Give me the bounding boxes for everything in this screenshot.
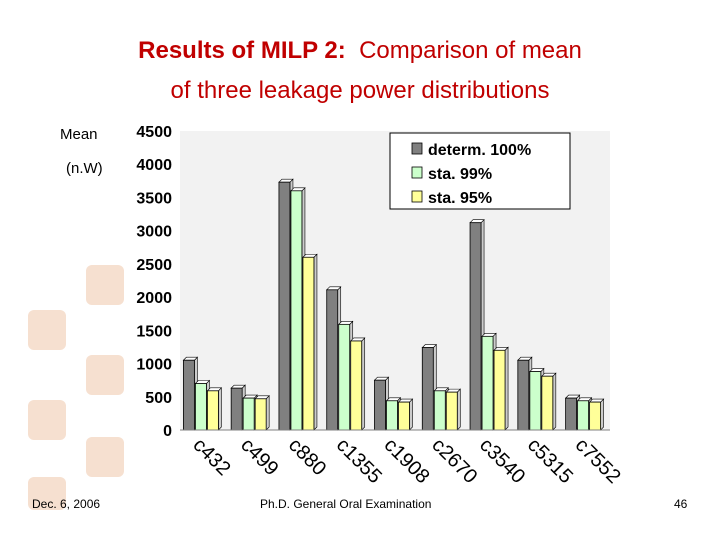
bar-side: [313, 253, 318, 431]
legend-swatch: [411, 166, 423, 179]
bar-front: [194, 383, 207, 431]
bar-front: [326, 289, 339, 431]
bar-front: [386, 400, 398, 431]
bar-front: [206, 390, 219, 431]
bar-side: [218, 387, 222, 431]
bar-front: [350, 340, 363, 431]
bar-side: [265, 395, 270, 431]
bar-side: [456, 388, 461, 431]
bar-c499-sta: [254, 395, 270, 431]
bar-front: [254, 398, 267, 431]
x-tick-label: c499: [236, 434, 282, 480]
x-tick-label: c5315: [523, 434, 577, 488]
title-bold-part: Results of MILP 2:: [138, 37, 346, 64]
legend-entry-label: sta. 99%: [428, 166, 492, 183]
y-tick-label: 2500: [136, 257, 172, 274]
legend-swatch: [411, 142, 423, 155]
page-number: 46: [674, 497, 688, 511]
bar-front: [398, 401, 410, 431]
bar-side: [552, 372, 557, 431]
bar-side: [361, 337, 366, 431]
bar-c1355-sta: [349, 337, 366, 431]
y-tick-label: 3000: [136, 224, 172, 241]
bar-front: [577, 400, 590, 431]
footer-title: Ph.D. General Oral Examination: [260, 497, 432, 511]
bar-front: [589, 401, 602, 431]
bar-side: [409, 398, 413, 431]
bar-front: [565, 397, 578, 431]
y-tick-label: 4000: [136, 157, 172, 174]
y-tick-label: 500: [145, 390, 172, 407]
bar-front: [421, 347, 434, 431]
x-tick-label: c3540: [475, 434, 529, 488]
y-axis-label-mean: Mean: [60, 126, 98, 143]
bar-front: [338, 323, 351, 431]
x-tick-label: c1908: [380, 434, 434, 488]
y-tick-label: 0: [163, 423, 172, 440]
bar-front: [445, 391, 458, 431]
footer-date: Dec. 6, 2006: [32, 497, 101, 511]
bar-c7552-sta: [588, 398, 605, 431]
bar-front: [278, 181, 291, 431]
x-tick-label: c7552: [571, 434, 625, 488]
x-tick-label: c1355: [332, 434, 386, 488]
y-axis-label-unit: (n.W): [66, 160, 103, 177]
bar-front: [469, 222, 482, 431]
bar-c880-sta: [302, 253, 318, 431]
bar-front: [529, 371, 542, 431]
slide-subtitle: of three leakage power distributions: [170, 77, 550, 104]
x-tick-label: c2670: [427, 434, 481, 488]
bar-front: [517, 359, 530, 431]
y-tick-label: 4500: [136, 124, 172, 141]
bar-front: [242, 397, 255, 431]
bar-front: [290, 190, 303, 431]
bar-front: [230, 387, 243, 431]
y-tick-label: 3500: [136, 190, 172, 207]
bar-front: [182, 359, 195, 431]
x-tick-label: c432: [188, 434, 234, 480]
legend-swatch: [411, 190, 423, 203]
y-tick-label: 2000: [136, 290, 172, 307]
bar-c432-sta: [206, 387, 223, 431]
bar-c5315-sta: [541, 372, 557, 431]
bar-front: [541, 375, 554, 431]
legend-entry-label: determ. 100%: [428, 142, 531, 159]
bar-c1908-sta: [397, 398, 414, 431]
y-tick-label: 1500: [136, 323, 172, 340]
legend-entry-label: sta. 95%: [428, 190, 492, 207]
bar-front: [302, 256, 315, 431]
bar-side: [504, 346, 509, 431]
bar-front: [481, 335, 494, 431]
bar-front: [374, 379, 386, 431]
bar-side: [600, 398, 604, 431]
y-tick-label: 1000: [136, 357, 172, 374]
decorative-pattern: [28, 265, 124, 510]
bar-front: [493, 349, 506, 431]
bar-front: [433, 390, 446, 431]
x-tick-label: c880: [284, 434, 330, 480]
bar-c2670-sta: [445, 388, 462, 431]
bar-c3540-sta: [493, 346, 509, 431]
slide-title: Results of MILP 2: Comparison of mean: [0, 36, 720, 66]
title-rest-part: Comparison of mean: [359, 37, 582, 64]
